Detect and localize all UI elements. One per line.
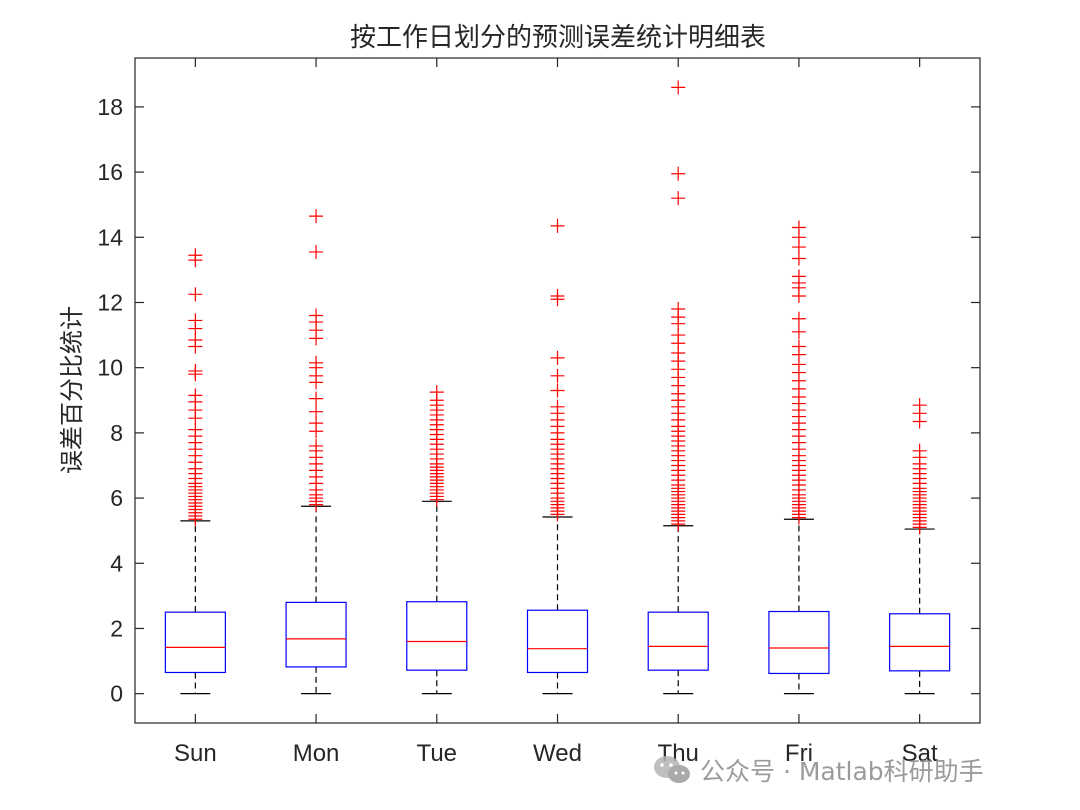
y-axis-label: 误差百分比统计 — [58, 306, 86, 474]
outlier-point — [429, 385, 444, 400]
outlier-point — [309, 355, 324, 370]
outlier-point — [791, 220, 806, 235]
outlier-point — [188, 388, 203, 403]
iqr-box — [406, 601, 468, 671]
iqr-box — [164, 611, 226, 674]
outlier-point — [550, 399, 565, 414]
wechat-icon — [652, 753, 692, 787]
y-tick-label: 12 — [97, 289, 123, 315]
x-category-label: Sat — [902, 740, 938, 767]
outlier-point — [791, 339, 806, 354]
outlier-point — [188, 248, 203, 263]
y-tick-label: 2 — [110, 615, 123, 641]
outlier-point — [309, 438, 324, 453]
outlier-point — [188, 363, 203, 378]
outlier-point — [309, 308, 324, 323]
outlier-point — [188, 313, 203, 328]
y-tick-label: 16 — [97, 159, 123, 185]
x-category-label: Wed — [533, 740, 582, 767]
x-category-label: Mon — [293, 740, 340, 767]
watermark-text: 公众号 · Matlab科研助手 — [700, 757, 984, 786]
outlier-point — [550, 368, 565, 383]
outlier-point — [309, 244, 324, 259]
outlier-point — [188, 287, 203, 302]
iqr-box — [526, 609, 589, 674]
outlier-point — [791, 311, 806, 326]
y-tick-label: 6 — [110, 485, 123, 511]
outlier-point — [550, 350, 565, 365]
y-tick-label: 14 — [97, 224, 123, 250]
y-tick-label: 8 — [110, 420, 123, 446]
y-tick-label: 10 — [97, 355, 123, 381]
watermark: 公众号 · Matlab科研助手 — [652, 750, 984, 790]
outlier-point — [309, 391, 324, 406]
y-tick-label: 18 — [97, 94, 123, 120]
chart-title: 按工作日划分的预测误差统计明细表 — [350, 23, 766, 53]
y-tick-label: 0 — [110, 681, 123, 707]
outlier-point — [671, 191, 686, 206]
outlier-point — [309, 404, 324, 419]
y-tick-label: 4 — [110, 550, 123, 576]
iqr-box — [285, 601, 347, 668]
iqr-box — [647, 611, 709, 671]
outlier-point — [671, 166, 686, 181]
x-category-label: Fri — [785, 740, 813, 767]
iqr-box — [889, 613, 951, 672]
outlier-point — [791, 324, 806, 339]
x-category-label: Sun — [174, 740, 217, 767]
outlier-point — [791, 269, 806, 284]
iqr-box — [768, 610, 830, 675]
outlier-point — [550, 288, 565, 303]
outlier-point — [671, 302, 686, 317]
outlier-point — [912, 398, 927, 413]
x-category-label: Tue — [417, 740, 457, 767]
outlier-point — [912, 443, 927, 458]
outlier-point — [550, 383, 565, 398]
outlier-point — [309, 209, 324, 224]
outlier-point — [550, 218, 565, 233]
outlier-point — [671, 80, 686, 95]
